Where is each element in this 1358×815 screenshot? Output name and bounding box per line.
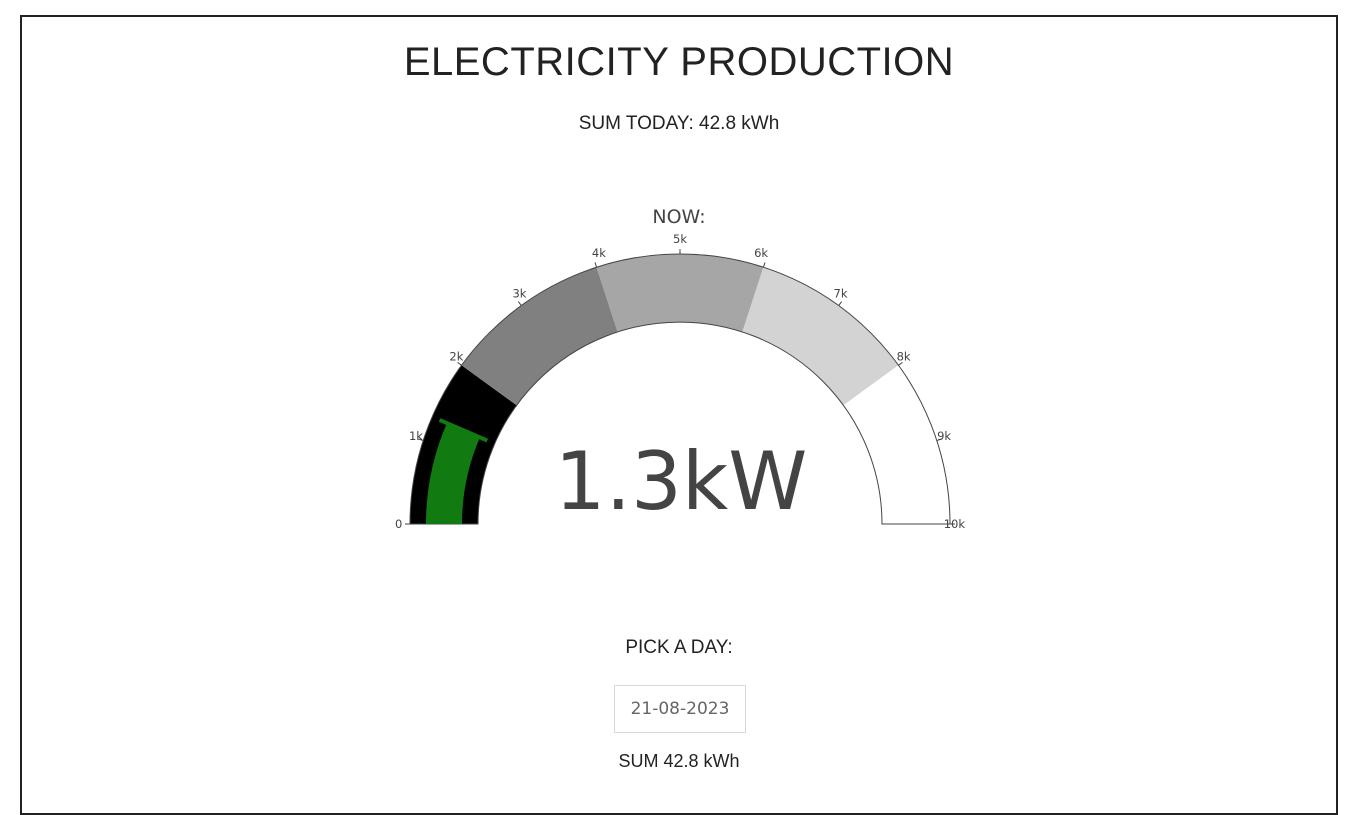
gauge-tick-label: 7k [834,286,848,300]
gauge-tick-mark [517,301,522,306]
date-picker-input[interactable] [614,685,746,733]
gauge-tick-label: 3k [512,286,526,300]
gauge-step-5 [843,365,950,524]
sum-day-text: SUM 42.8 kWh [618,751,740,771]
gauge-tick-label: 9k [937,429,951,443]
sum-today-text: SUM TODAY: 42.8 kWh [578,113,780,134]
gauge-value-bar [426,423,480,524]
gauge-tick-mark [762,262,766,268]
gauge-tick-mark [936,438,942,442]
gauge-tick-mark [457,361,462,366]
gauge-tick-label: 1k [409,429,423,443]
page-title: ELECTRICITY PRODUCTION [403,40,955,84]
gauge-tick-mark [898,361,903,366]
gauge-tick-label: 8k [897,349,911,363]
gauge-ticks: 0 1k 2k 3k 4k 5k 6k 7k 8k 9k 10k [395,232,965,531]
power-gauge: NOW: 0 1k 2k 3k 4k 5k 6k 7k 8k 9k 10k 1.3kW [395,206,965,531]
pick-day-label: PICK A DAY: [625,637,733,658]
gauge-threshold-line [438,418,489,443]
gauge-step-3 [596,254,764,332]
gauge-tick-label: 10k [944,517,966,531]
gauge-tick-label: 6k [754,246,768,260]
gauge-tick-label: 2k [449,349,463,363]
gauge-value-number: 1.3kW [555,435,808,528]
gauge-tick-label: 0 [395,517,402,531]
gauge-tick-label: 4k [592,246,606,260]
gauge-tick-label: 5k [673,232,687,246]
gauge-tick-mark [418,438,424,442]
gauge-title: NOW: [652,206,705,228]
gauge-outline [409,253,951,525]
gauge-tick-mark [838,301,843,306]
gauge-tick-mark [594,262,598,268]
gauge-step-2 [461,267,618,406]
gauge-step-4 [742,267,899,406]
